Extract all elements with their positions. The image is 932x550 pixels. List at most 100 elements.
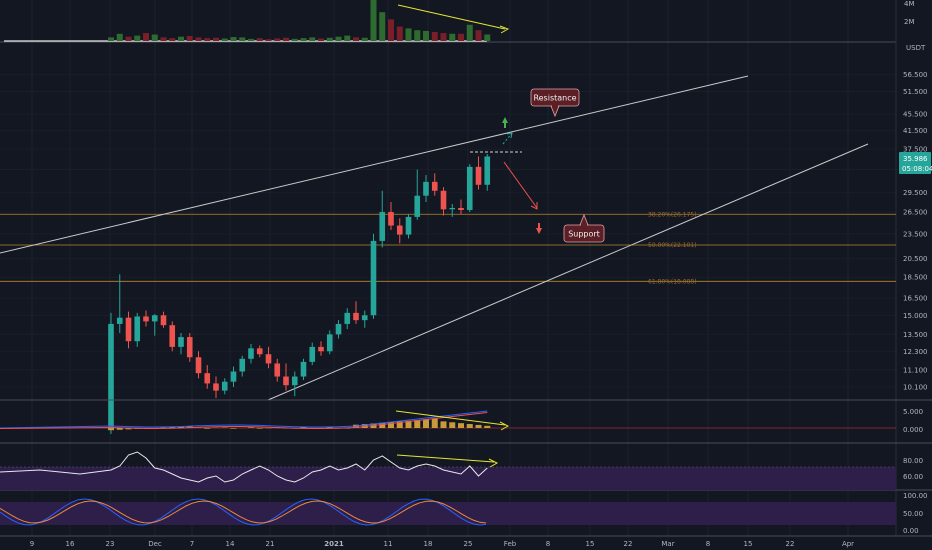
date-tick: 11 xyxy=(384,540,393,548)
price-tick: 20.500 xyxy=(903,255,928,263)
volume-tick-2m: 2M xyxy=(904,18,915,26)
bullish-projection-head xyxy=(506,132,513,139)
price-tick: 12.300 xyxy=(903,348,928,356)
candle-body xyxy=(265,354,272,364)
price-tick: 16.500 xyxy=(903,295,928,303)
volume-pane: 4M 2M xyxy=(0,0,915,43)
volume-bar xyxy=(108,37,114,41)
date-tick: 25 xyxy=(464,540,473,548)
rsi-divergence-line xyxy=(396,454,495,463)
macd-histogram-bar xyxy=(204,428,211,429)
rsi-tick-80: 80.00 xyxy=(903,457,923,465)
date-tick: 18 xyxy=(424,540,433,548)
macd-histogram-bar xyxy=(475,424,482,428)
stoch-tick-0: 0.00 xyxy=(903,527,919,535)
macd-divergence-line xyxy=(395,410,506,426)
macd-histogram-bar xyxy=(108,428,114,431)
macd-histogram-bar xyxy=(405,420,412,428)
date-tick: 7 xyxy=(190,540,194,548)
price-tick: 45.500 xyxy=(903,111,928,119)
candle-body xyxy=(283,376,289,386)
candle-body xyxy=(458,207,464,211)
macd-tick-0: 0.000 xyxy=(903,426,923,434)
volume-bar xyxy=(143,33,149,41)
candle-body xyxy=(134,316,141,342)
macd-line xyxy=(0,410,488,429)
candle-body xyxy=(221,381,228,391)
candle-body xyxy=(335,323,342,335)
date-tick: 2021 xyxy=(324,540,344,548)
fibonacci-levels: 38.20%(26.175) 50.00%(22.101) 61.80%(18.08… xyxy=(0,211,896,285)
volume-tick-4m: 4M xyxy=(904,0,915,8)
volume-bar xyxy=(291,38,298,41)
volume-bar xyxy=(484,34,491,41)
candle-body xyxy=(178,337,184,347)
volume-bar xyxy=(186,35,193,41)
date-tick: 14 xyxy=(226,540,235,548)
macd-signal-line xyxy=(0,412,488,429)
volume-bar xyxy=(449,33,456,41)
candle-body xyxy=(388,212,394,226)
date-tick: Mar xyxy=(661,540,674,548)
date-tick: 8 xyxy=(706,540,710,548)
volume-bar xyxy=(116,33,123,41)
date-tick: Feb xyxy=(504,540,517,548)
candle-body xyxy=(116,317,123,324)
macd-histogram-bar xyxy=(169,427,176,428)
candle-body xyxy=(370,240,377,316)
candle-body xyxy=(475,166,482,185)
price-tick: 29.500 xyxy=(903,189,928,197)
price-tick: 37.500 xyxy=(903,146,928,154)
volume-bar xyxy=(466,24,473,41)
rsi-pane: 80.00 60.00 xyxy=(0,451,923,490)
macd-histogram-bar xyxy=(178,426,184,428)
candle-body xyxy=(326,334,333,352)
candle-body xyxy=(344,312,351,324)
current-price: 35.986 xyxy=(903,155,928,163)
rsi-band xyxy=(0,467,896,490)
price-tick: 26.500 xyxy=(903,209,928,217)
volume-bar xyxy=(309,37,316,41)
volume-bar xyxy=(274,38,281,41)
candle-body xyxy=(423,181,429,196)
macd-histogram-bar xyxy=(396,421,403,428)
macd-histogram-bar xyxy=(326,427,333,428)
volume-bar xyxy=(423,30,429,41)
candle-body xyxy=(300,361,307,377)
macd-histogram-bar xyxy=(466,424,473,428)
macd-histogram-bar xyxy=(388,422,394,428)
candle-body xyxy=(274,363,281,377)
volume-bar xyxy=(195,37,202,41)
macd-histogram-bar xyxy=(440,421,447,428)
candle-body xyxy=(449,207,456,210)
volume-bar xyxy=(134,35,141,41)
price-axis-ticks: 56.50051.50045.50041.50037.50033.50029.5… xyxy=(903,71,928,391)
volume-bar xyxy=(344,35,351,41)
volume-bar xyxy=(239,37,246,41)
bar-countdown: 05:08:04 xyxy=(902,165,932,173)
volume-bar xyxy=(335,36,342,41)
pair-label: USDT xyxy=(906,44,926,52)
candle-body xyxy=(160,315,167,326)
volume-bar xyxy=(125,36,132,41)
macd-histogram-bar xyxy=(449,422,456,428)
resistance-callout: Resistance xyxy=(530,88,580,118)
current-price-tag: 35.986 05:08:04 xyxy=(899,152,932,174)
volume-bar xyxy=(361,37,368,41)
candle-body xyxy=(151,315,158,322)
macd-divergence-arrow xyxy=(499,421,510,431)
candle-body xyxy=(256,348,263,355)
candle-body xyxy=(405,216,412,235)
support-label: Support xyxy=(568,230,600,239)
volume-bar xyxy=(160,37,167,41)
macd-histogram-bar xyxy=(125,428,132,430)
volume-bar xyxy=(178,36,184,41)
volume-bar xyxy=(396,26,403,41)
candle-body xyxy=(169,325,176,347)
date-tick: Apr xyxy=(842,540,854,548)
stoch-pane: 100.00 50.00 0.00 xyxy=(0,492,928,535)
volume-bar xyxy=(230,37,237,41)
volume-bar xyxy=(440,33,447,41)
candle-body xyxy=(484,156,491,185)
